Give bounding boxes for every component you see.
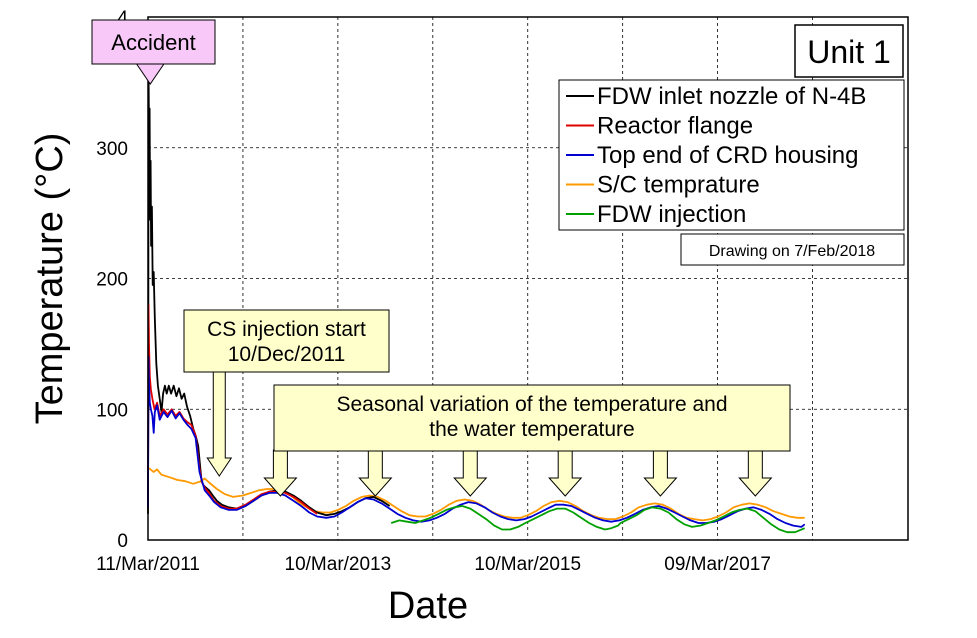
cs-injection-label: CS injection start xyxy=(207,318,366,341)
legend-label: FDW injection xyxy=(597,201,746,228)
seasonal-arrow xyxy=(738,449,773,497)
accident-arrow xyxy=(134,61,167,85)
unit-label: Unit 1 xyxy=(807,34,891,70)
unit-label-box: Unit 1 xyxy=(794,24,904,78)
y-axis-title: Temperature (°C) xyxy=(29,133,71,425)
legend-label: S/C temprature xyxy=(597,172,760,199)
seasonal-label: Seasonal variation of the temperature an… xyxy=(336,393,727,416)
series-line-3 xyxy=(148,467,805,522)
accident-label: Accident xyxy=(111,30,195,55)
y-tick-label: 4 xyxy=(117,8,128,29)
x-axis-title: Date xyxy=(388,585,468,627)
series-line-4 xyxy=(390,505,806,534)
drawing-note: Drawing on 7/Feb/2018 xyxy=(709,243,875,260)
cs-injection-box xyxy=(183,309,390,373)
legend: FDW inlet nozzle of N-4B Reactor flangeTo… xyxy=(558,79,905,231)
y-tick-label: 0 xyxy=(117,531,128,552)
legend-label: Top end of CRD housing xyxy=(597,142,859,169)
accident-box xyxy=(91,19,216,65)
legend-label: FDW inlet nozzle of N-4B xyxy=(597,83,866,110)
cs-injection-arrow xyxy=(206,369,233,477)
x-tick-label: 11/Mar/2011 xyxy=(96,554,200,575)
seasonal-arrow xyxy=(263,449,298,497)
x-tick-labels: 11/Mar/2011 10/Mar/2013 10/Mar/2015 09/Mar/… xyxy=(96,554,771,575)
seasonal-box xyxy=(273,384,791,452)
seasonal-arrow xyxy=(548,449,583,497)
seasonal-label: the water temperature xyxy=(429,418,634,441)
series-layer xyxy=(147,61,806,534)
x-tick-label: 10/Mar/2015 xyxy=(474,554,581,575)
seasonal-arrow xyxy=(358,449,393,497)
seasonal-arrow xyxy=(453,449,488,497)
y-tick-label: 300 xyxy=(96,139,128,160)
y-tick-label: 200 xyxy=(96,270,128,291)
x-tick-label: 09/Mar/2017 xyxy=(664,554,771,575)
legend-box xyxy=(558,79,905,231)
seasonal-arrow xyxy=(643,449,678,497)
cs-injection-label: 10/Dec/2011 xyxy=(228,343,346,366)
legend-label: Reactor flange xyxy=(597,113,753,140)
y-tick-label: 100 xyxy=(96,400,128,421)
drawing-note-box: Drawing on 7/Feb/2018 xyxy=(680,233,905,266)
x-tick-label: 10/Mar/2013 xyxy=(285,554,392,575)
y-tick-labels: 0 100 200 300 4 xyxy=(96,8,128,552)
plot-frame xyxy=(147,16,909,541)
